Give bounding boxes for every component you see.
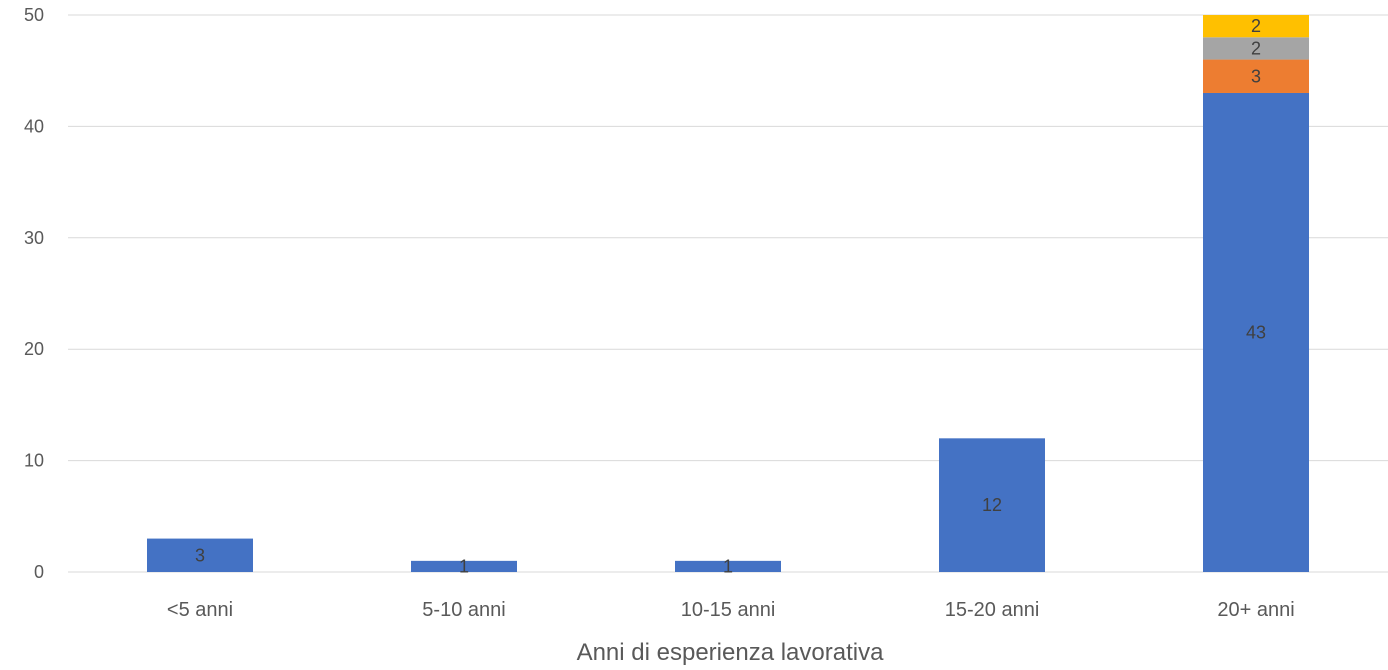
data-label: 3 bbox=[195, 545, 205, 565]
data-labels: 3 1 1 12 43 3 22 bbox=[195, 16, 1266, 576]
bar-segment bbox=[1203, 92, 1309, 572]
data-label: 3 bbox=[1251, 66, 1261, 86]
data-label: 2 bbox=[1251, 16, 1261, 36]
y-axis-ticks: 0 10 20 30 40 50 bbox=[24, 5, 44, 582]
bar-segment bbox=[1203, 59, 1309, 93]
y-tick-label: 20 bbox=[24, 339, 44, 359]
x-category-label: 5-10 anni bbox=[422, 599, 505, 621]
y-tick-label: 50 bbox=[24, 5, 44, 25]
data-label: 1 bbox=[459, 556, 469, 576]
bar-segment bbox=[411, 560, 517, 572]
x-axis-title: Anni di esperienza lavorativa bbox=[577, 639, 884, 666]
x-category-label: 10-15 anni bbox=[681, 599, 776, 621]
y-tick-label: 0 bbox=[34, 562, 44, 582]
data-label: 1 bbox=[723, 556, 733, 576]
data-label: 2 bbox=[1251, 38, 1261, 58]
x-category-label: <5 anni bbox=[167, 599, 233, 621]
x-axis-categories: <5 anni 5-10 anni 10-15 anni 15-20 anni 20+ … bbox=[167, 599, 1295, 621]
bar-segment bbox=[675, 560, 781, 572]
bar-segment bbox=[1203, 15, 1309, 38]
y-tick-label: 30 bbox=[24, 228, 44, 248]
y-tick-label: 40 bbox=[24, 116, 44, 136]
bar-segment bbox=[1203, 37, 1309, 60]
data-label: 43 bbox=[1246, 322, 1266, 342]
bars bbox=[147, 15, 1309, 572]
x-category-label: 20+ anni bbox=[1217, 599, 1294, 621]
data-label: 12 bbox=[982, 495, 1002, 515]
bar-segment bbox=[939, 438, 1045, 572]
x-category-label: 15-20 anni bbox=[945, 599, 1040, 621]
y-tick-label: 10 bbox=[24, 451, 44, 471]
gridlines bbox=[68, 14, 1388, 573]
bar-segment bbox=[147, 538, 253, 572]
